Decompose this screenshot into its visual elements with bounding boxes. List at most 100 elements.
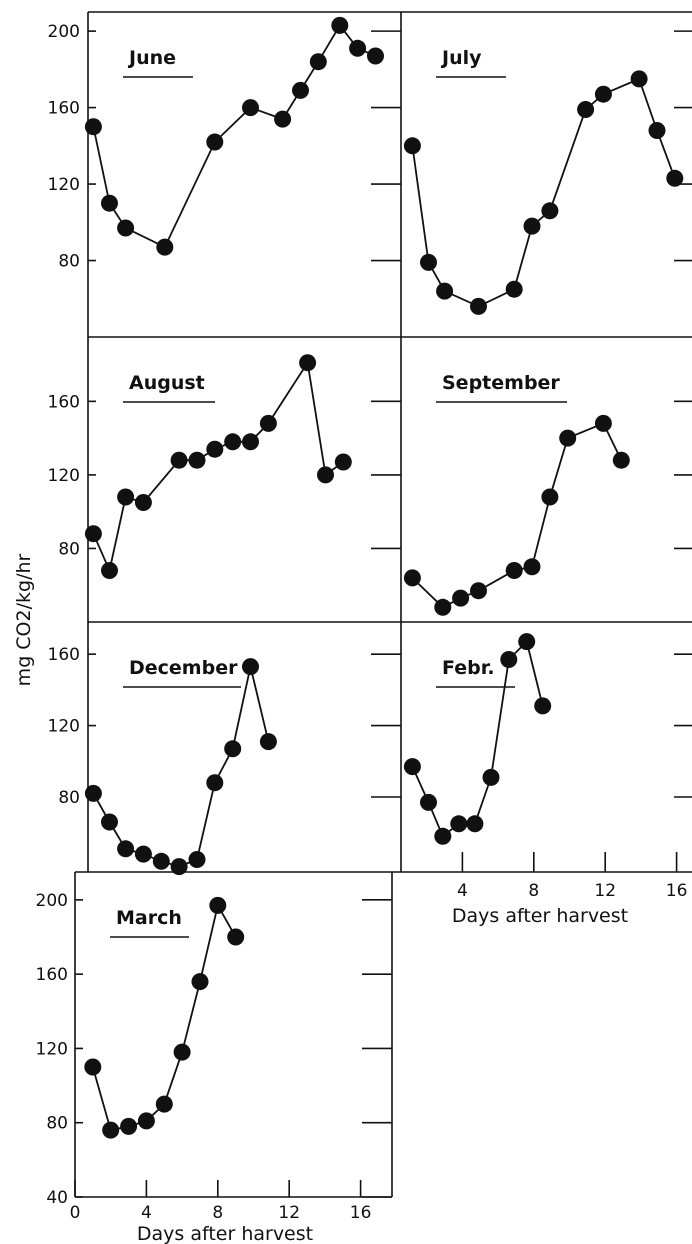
data-point	[242, 433, 259, 451]
data-point	[102, 1121, 120, 1139]
data-point	[630, 70, 648, 88]
series-line	[411, 422, 623, 609]
panel-title: September	[442, 372, 560, 394]
data-point	[523, 558, 541, 576]
panel-title: March	[116, 907, 182, 929]
panel-august: 80 120 160 August	[48, 354, 401, 579]
data-point	[648, 122, 666, 139]
data-point	[188, 851, 206, 868]
data-point	[259, 733, 277, 751]
x-tick-label: 8	[528, 881, 539, 901]
data-point	[242, 99, 259, 117]
data-point	[505, 562, 523, 579]
data-point	[594, 414, 612, 432]
data-point	[170, 858, 188, 876]
data-point	[224, 433, 242, 451]
panel-title: December	[129, 657, 238, 679]
data-point	[206, 440, 224, 458]
data-point	[403, 758, 421, 776]
chart-frame	[74, 11, 692, 1198]
data-point	[577, 101, 595, 118]
x-tick-label: 12	[278, 1203, 300, 1223]
panel-december: 80 120 160 December	[48, 645, 401, 876]
x-tick-label: 0	[70, 1203, 81, 1223]
data-point	[349, 39, 367, 57]
data-point	[242, 658, 259, 676]
data-point	[191, 973, 209, 991]
data-point	[84, 784, 102, 802]
data-point	[227, 928, 245, 946]
data-point	[101, 813, 118, 831]
data-point	[452, 589, 470, 607]
x-tick-label: 16	[666, 881, 688, 901]
data-point	[155, 1095, 173, 1113]
x-axis-label-right: Days after harvest	[452, 905, 628, 927]
x-tick-label: 16	[350, 1203, 372, 1223]
data-point	[101, 562, 118, 579]
data-point	[117, 488, 135, 506]
x-tick-label: 12	[594, 881, 616, 901]
y-tick-label: 160	[48, 645, 80, 665]
x-axis-label-bottom: Days after harvest	[137, 1223, 313, 1244]
y-tick-label: 40	[46, 1188, 68, 1208]
data-point	[117, 219, 135, 237]
data-point	[434, 598, 452, 616]
data-point	[466, 815, 484, 833]
data-point	[612, 451, 630, 469]
data-point	[500, 651, 518, 668]
x-tick-label: 4	[141, 1203, 152, 1223]
data-point	[470, 582, 487, 600]
data-point	[420, 253, 437, 271]
y-tick-label: 120	[36, 1039, 68, 1059]
data-point	[134, 845, 152, 863]
data-point	[331, 16, 349, 34]
data-point	[541, 488, 559, 506]
data-point	[209, 896, 227, 914]
data-point	[84, 525, 102, 543]
data-point	[403, 137, 421, 155]
panel-september: September	[403, 372, 692, 616]
data-point	[594, 85, 612, 103]
panel-july: July	[403, 30, 692, 315]
panel-title: July	[440, 47, 482, 69]
y-tick-label: 120	[48, 175, 80, 195]
data-point	[334, 453, 352, 471]
panel-febr: Febr.	[403, 633, 692, 845]
data-point	[206, 133, 224, 151]
y-tick-label: 160	[48, 392, 80, 412]
data-point	[482, 768, 500, 786]
y-tick-label: 160	[48, 99, 80, 119]
y-tick-label: 200	[48, 22, 80, 42]
panel-title: June	[127, 47, 176, 69]
data-point	[206, 774, 224, 792]
y-tick-label: 80	[46, 1114, 68, 1134]
data-point	[403, 569, 421, 587]
data-point	[434, 827, 452, 845]
data-point	[188, 451, 206, 469]
data-point	[505, 280, 523, 298]
panel-march: 40 80 120 160 200 March	[36, 891, 392, 1208]
y-tick-label: 120	[48, 466, 80, 486]
x-tick-label: 8	[212, 1203, 223, 1223]
data-point	[518, 633, 536, 651]
panel-title: August	[129, 372, 205, 394]
data-point	[173, 1043, 191, 1061]
data-point	[523, 217, 541, 235]
data-point	[170, 451, 188, 469]
data-point	[420, 793, 437, 811]
y-tick-label: 80	[58, 252, 80, 272]
y-axis-label: mg CO2/kg/hr	[13, 553, 35, 686]
data-point	[541, 202, 559, 220]
data-point	[224, 740, 242, 758]
data-point	[292, 81, 309, 99]
panel-june: 80 120 160 200 June	[48, 16, 401, 272]
panel-title: Febr.	[442, 657, 495, 679]
data-point	[666, 169, 684, 187]
chart-axis-text: 0 4 4 8 8 12 12 16 16 Days after harvest Days afte…	[13, 553, 687, 1244]
data-point	[436, 282, 454, 300]
data-point	[274, 110, 292, 128]
data-point	[156, 238, 174, 256]
chart-panels: 80 120 160 200 June July 80 120 160 August Septemb…	[36, 16, 692, 1208]
y-tick-label: 120	[48, 717, 80, 737]
